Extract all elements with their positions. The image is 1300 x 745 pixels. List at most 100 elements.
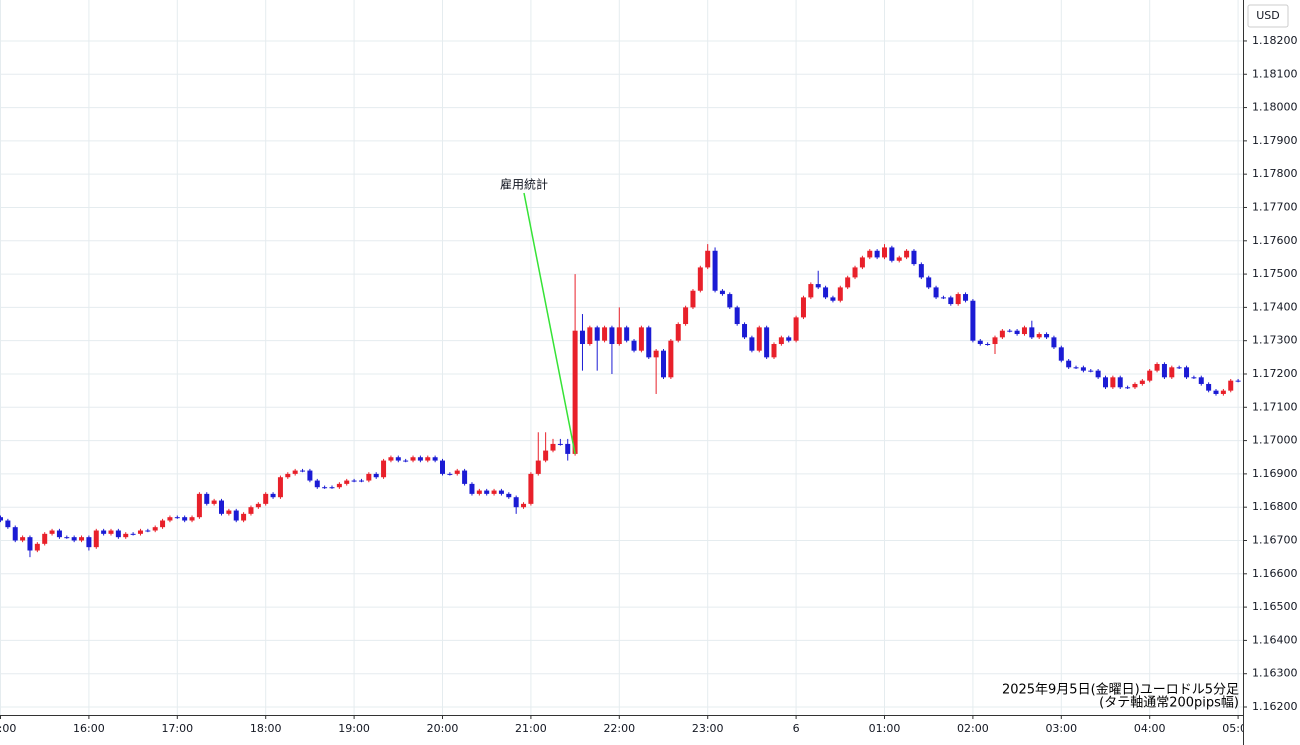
candle-body [543,450,549,461]
candle-body [277,477,283,498]
x-tick-label: 19:00 [338,722,370,735]
candle-body [528,473,534,504]
candle-body [867,250,873,258]
candle-body [469,483,475,494]
x-tick-label: 02:00 [957,722,989,735]
candle-body [1073,367,1079,369]
candle-body [1161,363,1167,378]
y-tick-label: 1.17900 [1252,134,1298,147]
x-tick-label: 17:00 [161,722,193,735]
x-tick-label: 01:00 [869,722,901,735]
candle-body [388,457,394,461]
candle-body [1147,370,1153,381]
candle-body [808,284,814,298]
candle-body [1176,367,1182,369]
candle-body [1058,347,1064,361]
candle-body [859,257,865,268]
y-tick-label: 1.16600 [1252,567,1298,580]
x-tick-label: 22:00 [603,722,635,735]
candle-body [513,497,519,508]
candle-body [661,350,666,378]
candle-body [329,487,335,489]
candle-body [550,443,556,451]
candle-body [0,517,3,521]
y-tick-label: 1.17000 [1252,434,1298,447]
candle-body [712,250,718,291]
candle-body [417,457,423,461]
y-tick-label: 1.18100 [1252,67,1298,80]
candle-body [1007,330,1013,332]
y-tick-label: 1.17400 [1252,300,1298,313]
candle-body [911,250,917,265]
candle-body [152,527,158,531]
candle-body [1169,367,1175,378]
candle-body [719,290,725,295]
candle-body [373,473,379,478]
candle-body [189,517,195,521]
candle-body [646,327,652,358]
candle-body [314,480,320,488]
candle-body [734,307,740,325]
y-tick-label: 1.17700 [1252,200,1298,213]
candle-body [557,443,563,445]
candle-body [366,473,372,481]
candle-body [410,457,416,461]
y-tick-label: 1.16900 [1252,467,1298,480]
y-tick-label: 1.16200 [1252,700,1298,713]
candle-body [79,537,85,541]
candle-body [226,510,232,514]
candle-body [248,507,254,514]
candle-body [823,287,829,298]
candle-body [425,457,431,461]
candle-body [395,457,401,461]
candle-body [255,503,261,508]
candle-body [1206,383,1212,391]
candle-body [727,294,733,308]
candle-body [160,520,166,528]
candle-body [115,530,121,538]
y-tick-label: 1.16700 [1252,533,1298,546]
candle-body [970,300,976,341]
candle-body [498,490,504,494]
candle-body [653,350,659,358]
candle-body [521,503,527,508]
candle-body [638,327,644,351]
candle-body [1014,330,1020,335]
candle-body [358,480,364,482]
candle-body [145,530,151,532]
candle-body [1132,383,1138,388]
candle-body [307,470,313,481]
candle-body [815,284,821,288]
candle-body [675,324,681,341]
candle-body [219,500,224,514]
candles: 雇用統計 2025年9月5日(金曜日)ユーロドル5分足(タテ軸通常200pips幅… [0,177,1241,711]
candle-body [977,340,983,345]
y-tick-label: 1.16800 [1252,500,1298,513]
y-tick-label: 1.16300 [1252,667,1298,680]
candle-body [1198,377,1204,384]
candle-body [594,327,600,341]
candle-body [167,517,173,521]
candle-body [285,473,291,478]
candle-body [1184,367,1190,378]
candle-body [64,537,70,539]
candle-body [491,490,497,494]
candle-body [322,487,328,489]
x-tick-label: 15:00 [0,722,16,735]
y-tick-label: 1.17500 [1252,267,1298,280]
candle-body [484,490,490,494]
candle-body [933,287,939,298]
y-axis: 1.16200 1.16300 1.16400 1.16500 1.16600 1.167… [1243,0,1300,745]
candle-body [196,493,202,518]
candle-body [896,257,902,261]
candle-body [786,337,792,341]
candle-body [874,250,880,258]
candle-body [447,473,453,475]
candle-body [705,250,711,268]
candle-body [778,337,784,345]
x-tick-label: 23:00 [692,722,724,735]
y-tick-label: 1.16400 [1252,633,1298,646]
chart-note: 2025年9月5日(金曜日)ユーロドル5分足 [1002,682,1239,698]
candle-body [137,530,143,534]
candle-body [71,537,77,541]
